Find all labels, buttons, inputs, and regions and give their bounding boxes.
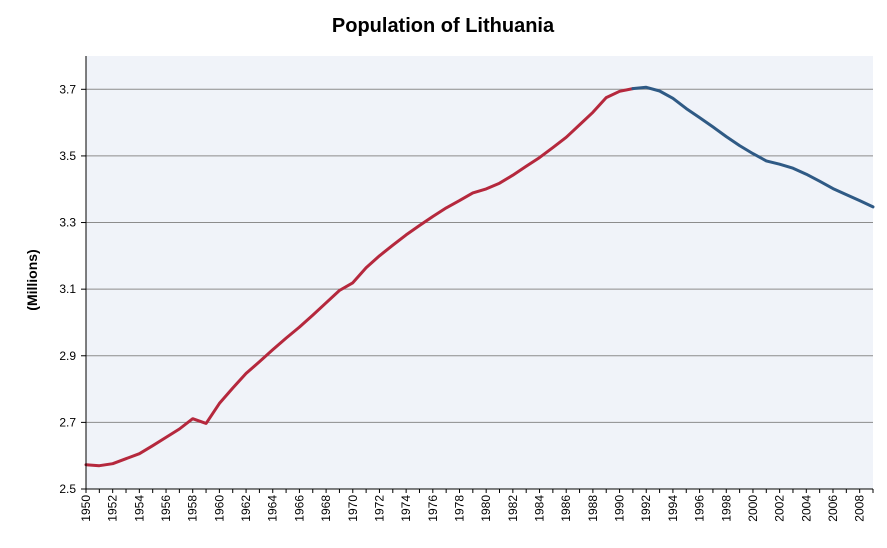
y-tick-label: 3.1 [59, 282, 76, 296]
x-tick-label: 1998 [719, 495, 733, 522]
x-tick-label: 1990 [613, 495, 627, 522]
x-tick-label: 1954 [132, 495, 146, 522]
x-tick-label: 1960 [212, 495, 226, 522]
x-tick-label: 2006 [826, 495, 840, 522]
x-tick-label: 1968 [319, 495, 333, 522]
x-tick-labels: 1950 1952 1954 1956 1958 1960 1962 1964 1966 1968… [79, 495, 867, 522]
series-line-1 [84, 87, 635, 468]
series-lines [84, 85, 875, 468]
y-tick-label: 3.5 [59, 149, 76, 163]
y-tick-label: 3.7 [59, 82, 76, 96]
x-tick-label: 1986 [559, 495, 573, 522]
x-tick-label: 2002 [773, 495, 787, 522]
x-tick-label: 1976 [426, 495, 440, 522]
x-tick-label: 1974 [399, 495, 413, 522]
x-tick-label: 1970 [346, 495, 360, 522]
chart-title: Population of Lithuania [332, 15, 555, 37]
axes [81, 56, 874, 493]
x-tick-label: 2000 [746, 495, 760, 522]
y-tick-label: 2.9 [59, 349, 76, 363]
y-tick-label: 2.5 [59, 482, 76, 496]
y-tick-label: 2.7 [59, 415, 76, 429]
x-tick-label: 1956 [159, 495, 173, 522]
gridlines [86, 88, 873, 423]
x-tick-label: 1978 [452, 495, 466, 522]
x-tick-label: 1994 [666, 495, 680, 522]
x-tick-label: 1996 [693, 495, 707, 522]
x-tick-label: 1962 [239, 495, 253, 522]
x-tick-label: 1952 [106, 495, 120, 522]
x-tick-label: 1988 [586, 495, 600, 522]
y-tick-label: 3.3 [59, 216, 76, 230]
x-tick-label: 1966 [292, 495, 306, 522]
x-tick-label: 1964 [266, 495, 280, 522]
x-tick-label: 1950 [79, 495, 93, 522]
x-tick-label: 2008 [853, 495, 867, 522]
x-tick-label: 1972 [372, 495, 386, 522]
x-tick-label: 2004 [799, 495, 813, 522]
x-tick-label: 1958 [186, 495, 200, 522]
y-tick-labels: 2.5 2.7 2.9 3.1 3.3 3.5 3.7 [59, 82, 76, 496]
x-tick-label: 1982 [506, 495, 520, 522]
x-tick-label: 1992 [639, 495, 653, 522]
series-line-2 [631, 85, 875, 209]
y-axis-label: (Millions) [24, 249, 40, 310]
x-tick-label: 1984 [533, 495, 547, 522]
x-tick-label: 1980 [479, 495, 493, 522]
plot-area [86, 56, 873, 489]
